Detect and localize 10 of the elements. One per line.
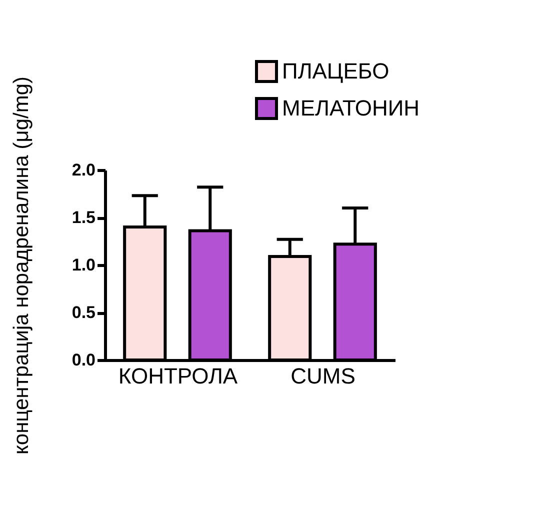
- legend-label: МЕЛАТОНИН: [282, 96, 420, 120]
- y-tick-label: 0.5: [72, 303, 96, 322]
- y-tick-label: 1.5: [72, 208, 96, 227]
- y-tick-label: 1.0: [72, 256, 96, 274]
- y-axis-title: концентрација норадреналина (μg/mg): [10, 76, 33, 455]
- x-tick-label: CUMS: [290, 364, 356, 388]
- y-tick-label: 0.0: [72, 350, 96, 370]
- x-tick-label: КОНТРОЛА: [118, 364, 238, 388]
- y-tick-label: 2.0: [72, 160, 96, 180]
- legend-label: ПЛАЦЕБО: [282, 58, 390, 84]
